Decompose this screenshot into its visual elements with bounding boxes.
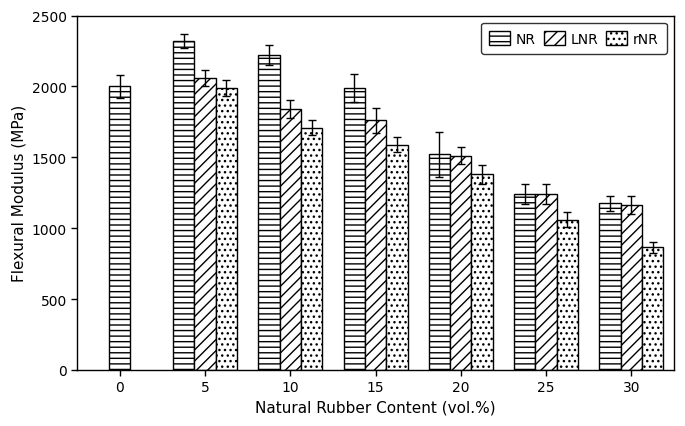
- Bar: [216, 89, 237, 370]
- X-axis label: Natural Rubber Content (vol.%): Natural Rubber Content (vol.%): [256, 400, 496, 415]
- Bar: [109, 87, 130, 370]
- Bar: [365, 121, 386, 370]
- Bar: [301, 128, 322, 370]
- Y-axis label: Flexural Modulus (MPa): Flexural Modulus (MPa): [11, 105, 26, 282]
- Bar: [471, 175, 493, 370]
- Legend: NR, LNR, rNR: NR, LNR, rNR: [481, 23, 667, 55]
- Bar: [599, 204, 621, 370]
- Bar: [450, 156, 471, 370]
- Bar: [386, 145, 408, 370]
- Bar: [173, 42, 195, 370]
- Bar: [258, 56, 279, 370]
- Bar: [429, 155, 450, 370]
- Bar: [621, 205, 642, 370]
- Bar: [557, 220, 578, 370]
- Bar: [344, 89, 365, 370]
- Bar: [279, 110, 301, 370]
- Bar: [536, 195, 557, 370]
- Bar: [642, 248, 663, 370]
- Bar: [514, 195, 536, 370]
- Bar: [195, 79, 216, 370]
